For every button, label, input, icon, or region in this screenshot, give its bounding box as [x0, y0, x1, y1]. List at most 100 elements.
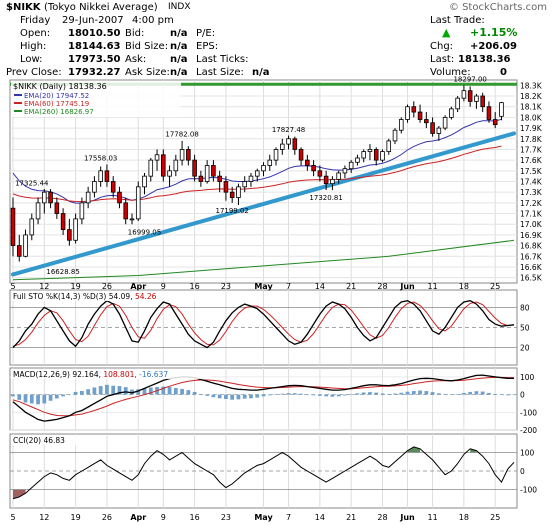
- last-ticks-label: Last Ticks:: [196, 54, 249, 65]
- x-tick-label: 19: [71, 282, 81, 291]
- macd-histogram-bar: [436, 393, 441, 395]
- candle-down: [104, 170, 110, 182]
- candle-up: [179, 149, 185, 161]
- macd-tick-label: 100: [520, 373, 535, 382]
- candle-down: [480, 95, 485, 108]
- macd-tick-label: -100: [520, 408, 537, 417]
- x-tick-label: 18: [459, 282, 469, 291]
- x-tick-label: Apr: [130, 282, 146, 291]
- macd-histogram-bar: [86, 389, 91, 395]
- macd-histogram-bar: [343, 394, 347, 396]
- macd-histogram-bar: [148, 387, 153, 395]
- x-tick-label: May: [254, 282, 273, 291]
- candle-down: [492, 119, 498, 126]
- cci-label: CCI(20) 46.83: [13, 436, 65, 445]
- candle-down: [424, 119, 429, 124]
- y-tick-label: 16.5K: [520, 274, 543, 283]
- candle-up: [135, 186, 141, 220]
- x-tick-label: 25: [490, 282, 500, 291]
- macd-histogram-bar: [393, 393, 397, 395]
- macd-label: MACD(12,26,9) 92.164, 108.801, -16.637: [13, 370, 168, 379]
- candle-up: [98, 170, 103, 182]
- macd-histogram-bar: [142, 388, 147, 395]
- macd-histogram-bar: [355, 393, 360, 395]
- macd-histogram-bar: [386, 394, 391, 395]
- macd-histogram-bar: [493, 394, 498, 395]
- legend-entry: EMA(260) 16826.97: [24, 108, 94, 116]
- trend-line: [11, 131, 516, 277]
- x-tick-label: 21: [346, 513, 356, 522]
- macd-histogram-bar: [224, 394, 228, 399]
- exchange: INDX: [168, 2, 191, 12]
- sto-tick-label: 50: [520, 324, 530, 333]
- candle-up: [248, 175, 254, 182]
- candle-down: [298, 149, 304, 161]
- x-tick-label: 23: [221, 282, 231, 291]
- candle-down: [317, 170, 323, 177]
- candle-up: [129, 218, 135, 221]
- macd-histogram-bar: [286, 393, 291, 395]
- macd-histogram-bar: [292, 393, 297, 395]
- last-size-label: Last Size:: [196, 67, 244, 78]
- y-tick-label: 16.8K: [520, 242, 543, 251]
- up-arrow-icon: ▲: [442, 26, 451, 39]
- candle-down: [123, 202, 129, 220]
- candle-up: [23, 234, 28, 257]
- candle-down: [10, 207, 16, 247]
- candle-down: [323, 175, 329, 185]
- macd-histogram-bar: [418, 390, 422, 395]
- macd-histogram-bar: [42, 394, 47, 404]
- macd-histogram-bar: [205, 394, 210, 396]
- last-size-value: n/a: [252, 67, 270, 78]
- x-tick-label: 25: [490, 513, 500, 522]
- macd-histogram-bar: [449, 394, 454, 396]
- candle-up: [474, 95, 479, 102]
- price-annotation: 17782.08: [165, 131, 198, 139]
- x-tick-label: 26: [102, 282, 112, 291]
- macd-histogram-bar: [361, 392, 366, 395]
- x-tick-label: Jun: [399, 282, 415, 291]
- macd-histogram-bar: [274, 394, 278, 395]
- ema60-line: [12, 145, 502, 203]
- candle-up: [380, 151, 385, 161]
- candle-down: [467, 90, 473, 102]
- candle-up: [242, 181, 247, 188]
- sto-tick-label: 80: [520, 303, 530, 312]
- x-tick-label: 18: [459, 513, 469, 522]
- macd-histogram-bar: [105, 384, 109, 395]
- y-tick-label: 18.2K: [520, 92, 543, 101]
- macd-histogram-bar: [374, 392, 379, 395]
- day: Friday: [20, 15, 51, 26]
- macd-histogram-bar: [11, 394, 15, 397]
- macd-histogram-bar: [48, 394, 53, 401]
- x-tick-label: 14: [315, 513, 325, 522]
- price-annotation: 17199.02: [215, 207, 248, 215]
- x-tick-label: Apr: [130, 513, 146, 522]
- macd-histogram-bar: [430, 392, 435, 395]
- ask-value: n/a: [170, 54, 188, 65]
- macd-histogram-bar: [462, 392, 466, 395]
- macd-histogram-bar: [36, 394, 40, 405]
- candle-up: [85, 191, 91, 204]
- y-tick-label: 17.9K: [520, 124, 543, 133]
- candle-up: [442, 116, 448, 129]
- pct-change: +1.15%: [470, 26, 518, 39]
- y-tick-label: 18.0K: [520, 113, 543, 122]
- candle-up: [42, 191, 47, 204]
- x-tick-label: 12: [39, 513, 49, 522]
- candle-up: [386, 140, 392, 152]
- macd-histogram-bar: [167, 386, 172, 395]
- y-tick-label: 17.7K: [520, 145, 543, 154]
- macd-histogram-bar: [305, 394, 310, 396]
- macd-histogram-bar: [280, 393, 285, 395]
- candle-up: [154, 154, 160, 161]
- macd-histogram-bar: [499, 394, 504, 396]
- y-tick-label: 16.6K: [520, 263, 543, 272]
- candle-down: [198, 175, 204, 182]
- candle-up: [73, 218, 78, 241]
- macd-histogram-bar: [480, 391, 485, 395]
- y-tick-label: 17.5K: [520, 167, 543, 176]
- macd-tick-label: 0: [520, 391, 525, 400]
- candle-down: [67, 229, 72, 241]
- macd-histogram-bar: [23, 394, 28, 403]
